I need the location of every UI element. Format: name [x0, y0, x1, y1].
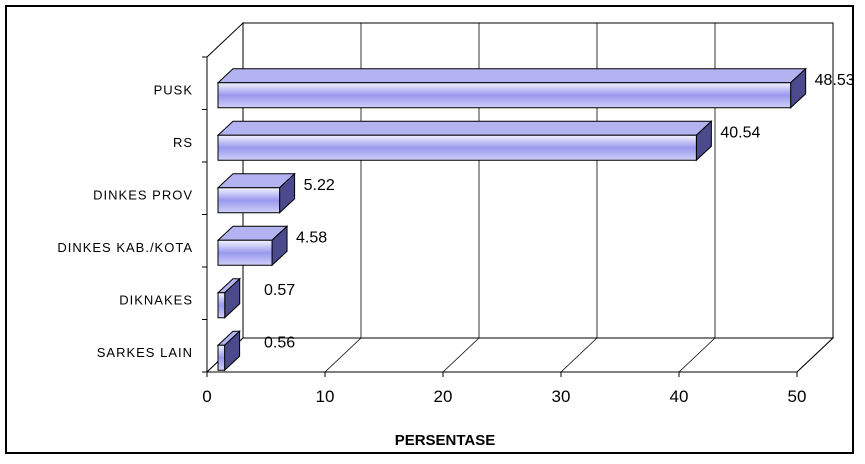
- bar: [216, 172, 296, 214]
- floor: [205, 337, 835, 373]
- floor-gridline: [560, 337, 598, 373]
- value-label: 4.58: [296, 229, 327, 246]
- x-axis-title: PERSENTASE: [395, 432, 496, 449]
- category-label: PUSK: [154, 82, 193, 97]
- x-tick-label: 10: [316, 387, 335, 406]
- x-tick-label: 20: [434, 387, 453, 406]
- bar-front-face: [217, 82, 792, 109]
- floor-gridline: [796, 337, 834, 373]
- x-tick-label: 30: [552, 387, 571, 406]
- bar-front-face: [217, 292, 226, 319]
- bar-front-face: [217, 344, 226, 371]
- floor-gridline: [678, 337, 716, 373]
- bar: [216, 330, 241, 372]
- category-label: RS: [173, 135, 193, 150]
- y-axis-categories: PUSK RS DINKES PROV DINKES KAB./KOTA DIKNAKE…: [57, 56, 207, 373]
- category-label: DINKES PROV: [93, 187, 193, 202]
- x-tick-label: 40: [670, 387, 689, 406]
- bars: [216, 67, 807, 372]
- x-tick-label: 50: [788, 387, 807, 406]
- bar-front-face: [217, 239, 273, 266]
- floor-gridline: [324, 337, 362, 373]
- bar-top-face: [216, 120, 713, 136]
- floor-gridline: [442, 337, 480, 373]
- value-label: 48.53: [815, 72, 855, 89]
- value-label: 5.22: [304, 177, 335, 194]
- value-label: 0.56: [264, 334, 295, 351]
- bar-front-face: [217, 134, 697, 161]
- bar: [216, 120, 713, 162]
- value-label: 0.57: [264, 282, 295, 299]
- category-label: SARKES LAIN: [97, 345, 193, 360]
- category-label: DINKES KAB./KOTA: [57, 240, 193, 255]
- bar: [216, 225, 289, 267]
- bar: [216, 67, 807, 109]
- bar-top-face: [216, 68, 807, 84]
- value-label: 40.54: [720, 124, 760, 141]
- value-labels: 48.53 40.54 5.22 4.58 0.57 0.56: [264, 72, 855, 352]
- x-tick-label: 0: [202, 387, 211, 406]
- category-label: DIKNAKES: [119, 292, 193, 307]
- x-axis-ticks: 0 10 20 30 40 50: [202, 372, 806, 406]
- bar: [216, 277, 241, 319]
- bar-front-face: [217, 187, 281, 214]
